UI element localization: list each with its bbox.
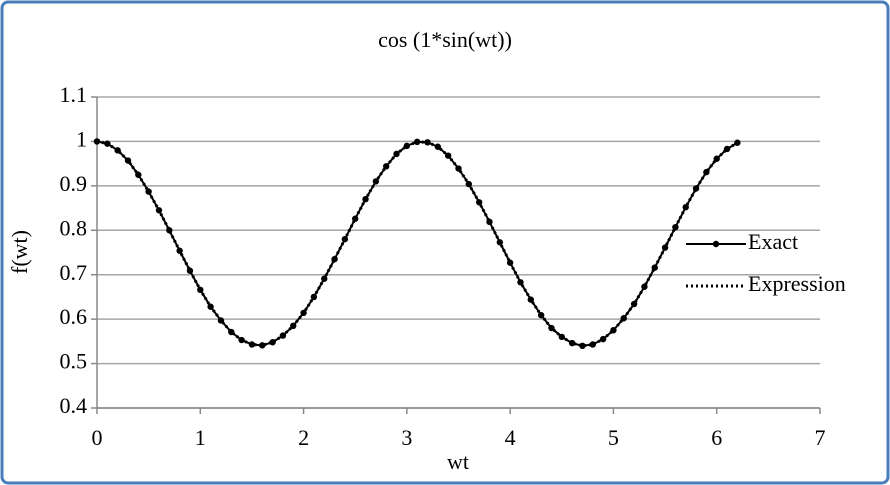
- marker: [620, 315, 627, 322]
- marker: [434, 143, 442, 150]
- y-tick-label: 1.1: [60, 82, 88, 107]
- marker: [672, 223, 679, 231]
- x-tick-label: 4: [505, 425, 516, 450]
- x-tick-label: 6: [711, 425, 722, 450]
- x-tick-label: 1: [195, 425, 206, 450]
- x-axis-label: wt: [447, 449, 469, 474]
- y-tick-label: 0.9: [60, 171, 88, 196]
- y-tick-label: 0.5: [60, 349, 88, 374]
- legend-label: Exact: [748, 229, 798, 254]
- x-tick-label: 7: [815, 425, 826, 450]
- y-tick-label: 1: [76, 126, 87, 151]
- legend-marker: [712, 240, 720, 248]
- x-tick-label: 3: [401, 425, 412, 450]
- y-axis-label: f(wt): [7, 230, 32, 274]
- y-tick-label: 0.8: [60, 215, 88, 240]
- x-tick-label: 2: [298, 425, 309, 450]
- marker: [713, 155, 720, 162]
- legend-label: Expression: [748, 271, 846, 296]
- marker: [455, 165, 462, 172]
- marker: [135, 171, 142, 178]
- x-tick-label: 0: [92, 425, 103, 450]
- marker: [548, 324, 555, 332]
- y-tick-label: 0.6: [60, 304, 88, 329]
- series-line: [96, 139, 739, 348]
- y-tick-label: 0.7: [60, 260, 88, 285]
- x-tick-label: 5: [608, 425, 619, 450]
- chart-title: cos (1*sin(wt)): [378, 27, 512, 52]
- y-tick-label: 0.4: [60, 393, 88, 418]
